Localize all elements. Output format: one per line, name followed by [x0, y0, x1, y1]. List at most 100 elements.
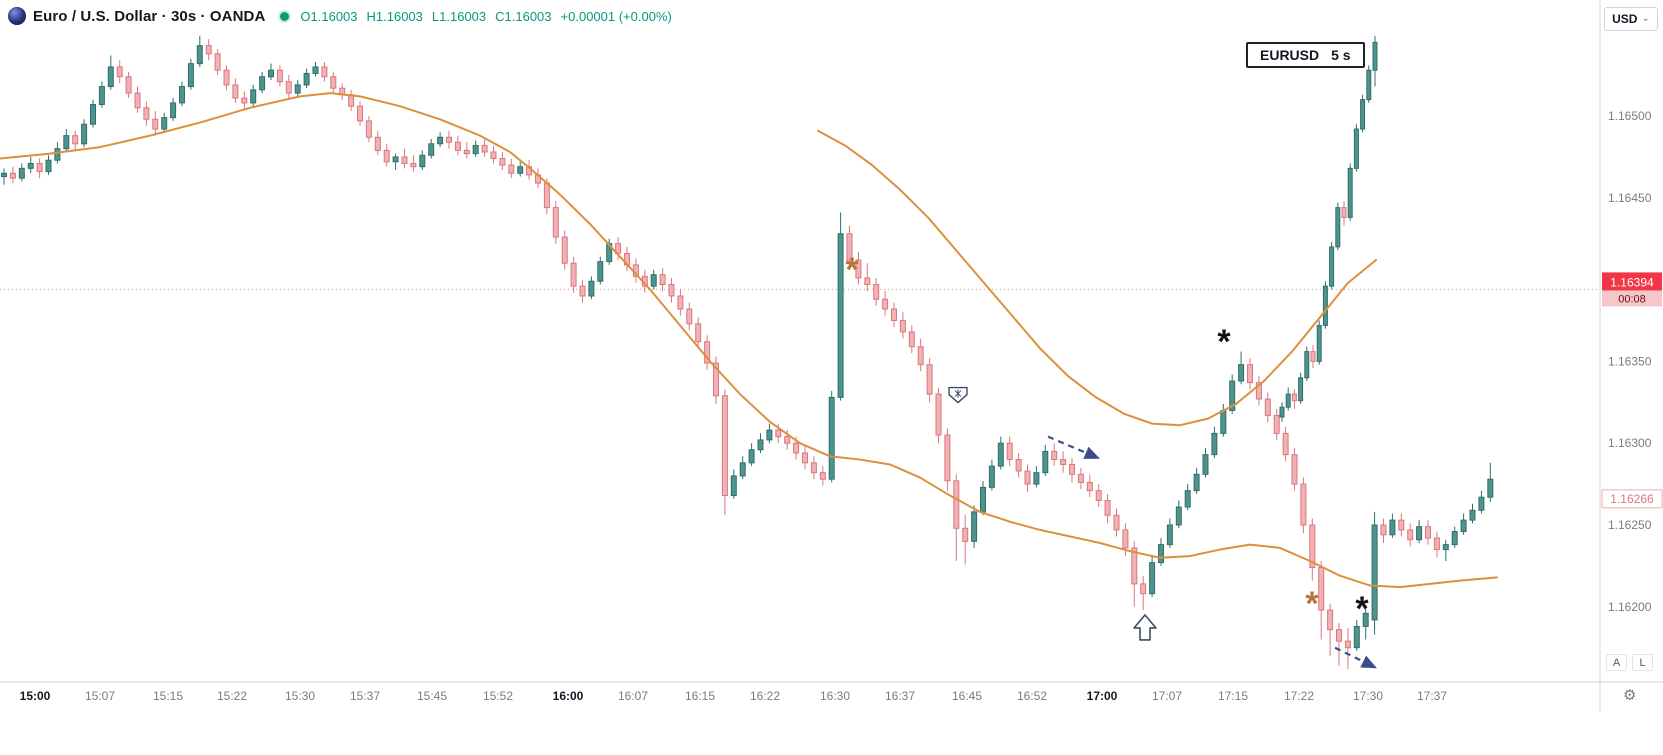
- candle-body: [1442, 544, 1449, 551]
- candle-body: [1298, 377, 1304, 402]
- time-axis-label[interactable]: 16:00: [553, 689, 584, 703]
- bar-countdown: 00:08: [1618, 293, 1646, 305]
- candle-body: [1335, 207, 1341, 248]
- log-scale-button[interactable]: L: [1632, 654, 1653, 671]
- candle-body: [63, 135, 70, 150]
- trend-dash: [1047, 435, 1101, 459]
- symbol-title[interactable]: Euro / U.S. Dollar · 30s · OANDA: [33, 7, 266, 25]
- candle-body: [303, 72, 310, 86]
- time-axis-label[interactable]: 15:07: [85, 689, 115, 703]
- sell-flag-glyph: [954, 389, 962, 398]
- candle-body: [828, 396, 835, 480]
- auto-scale-button[interactable]: A: [1606, 654, 1627, 671]
- candle-body: [953, 480, 960, 529]
- currency-dropdown[interactable]: USD ⌄: [1604, 7, 1658, 31]
- main-series: [1, 35, 1494, 669]
- chart-legend: Euro / U.S. Dollar · 30s · OANDA O1.1600…: [8, 7, 672, 25]
- time-axis-label[interactable]: 15:30: [285, 689, 315, 703]
- time-axis-label[interactable]: 15:15: [153, 689, 183, 703]
- candle-body: [27, 162, 34, 169]
- price-axis-label: 1.16200: [1608, 600, 1652, 614]
- time-axis-label[interactable]: 16:07: [618, 689, 648, 703]
- candle-body: [36, 162, 43, 173]
- ma-main-line: [0, 92, 1498, 589]
- time-axis-label[interactable]: 17:15: [1218, 689, 1248, 703]
- time-axis-label[interactable]: 16:22: [750, 689, 780, 703]
- candle-body: [784, 436, 791, 444]
- currency-label: USD: [1612, 12, 1638, 26]
- candle-body: [170, 102, 177, 119]
- candle-body: [855, 259, 862, 279]
- time-axis-label[interactable]: 17:30: [1353, 689, 1383, 703]
- candle-body: [1113, 514, 1120, 531]
- time-axis-label[interactable]: 17:22: [1284, 689, 1314, 703]
- candle-body: [1416, 526, 1423, 541]
- candle-body: [1309, 524, 1316, 569]
- axis-settings-gear-icon[interactable]: ⚙: [1623, 687, 1637, 704]
- secondary-price-value: 1.16266: [1610, 492, 1654, 506]
- candle-body: [695, 323, 702, 343]
- time-axis-label[interactable]: 15:00: [20, 689, 51, 703]
- candle-body: [1304, 351, 1310, 379]
- price-axis-label: 1.16450: [1608, 191, 1652, 205]
- candle-body: [187, 63, 194, 88]
- candle-body: [241, 97, 248, 104]
- price-axis-label: 1.16300: [1608, 436, 1652, 450]
- candle-body: [997, 442, 1004, 467]
- time-axis-label[interactable]: 16:30: [820, 689, 850, 703]
- time-axis-label[interactable]: 15:45: [417, 689, 447, 703]
- time-axis-label[interactable]: 15:52: [483, 689, 513, 703]
- candle-body: [98, 86, 105, 106]
- candle-body: [1366, 69, 1372, 101]
- candle-body: [1380, 524, 1387, 536]
- time-axis-label[interactable]: 16:52: [1017, 689, 1047, 703]
- candle-body: [232, 84, 239, 99]
- candle-body: [152, 118, 159, 130]
- candle-body: [45, 159, 52, 173]
- time-axis-label[interactable]: 17:07: [1152, 689, 1182, 703]
- candle-body: [1279, 406, 1285, 418]
- time-axis-label[interactable]: 16:37: [885, 689, 915, 703]
- candle-body: [971, 511, 978, 542]
- candle-body: [1310, 351, 1316, 362]
- market-status-icon[interactable]: [280, 11, 290, 21]
- time-axis-label[interactable]: 16:15: [685, 689, 715, 703]
- candle-body: [1273, 414, 1280, 434]
- candle-body: [321, 66, 328, 78]
- candle-body: [1006, 442, 1013, 461]
- time-axis-label[interactable]: 17:37: [1417, 689, 1447, 703]
- candle-body: [1024, 470, 1031, 485]
- candle-body: [650, 274, 657, 287]
- time-axis-label[interactable]: 17:00: [1087, 689, 1118, 703]
- candle-body: [330, 76, 337, 89]
- overlay-series-label[interactable]: EURUSD 5 s: [1246, 42, 1365, 68]
- time-axis-label[interactable]: 15:37: [350, 689, 380, 703]
- candle-body: [383, 149, 390, 163]
- candle-body: [713, 362, 719, 397]
- candle-body: [134, 92, 141, 109]
- candle-body: [908, 331, 915, 348]
- time-axis-label[interactable]: 16:45: [952, 689, 982, 703]
- candle-body: [1255, 382, 1262, 400]
- candle-body: [988, 465, 995, 488]
- candle-body: [294, 84, 301, 94]
- price-axis-label: 1.16350: [1608, 354, 1652, 368]
- candle-body: [917, 346, 924, 366]
- candle-body: [1095, 490, 1102, 501]
- candle-body: [437, 136, 444, 145]
- candle-body: [935, 393, 942, 436]
- candle-body: [125, 76, 132, 94]
- candle-body: [864, 277, 871, 286]
- candle-body: [1184, 490, 1191, 508]
- symbol-logo[interactable]: [8, 7, 26, 25]
- up-arrow-shape: [1133, 614, 1157, 641]
- candle-body: [1327, 609, 1334, 631]
- candle-body: [161, 117, 168, 130]
- candle-body: [926, 364, 933, 395]
- time-axis-label[interactable]: 15:22: [217, 689, 247, 703]
- candle-body: [677, 295, 684, 310]
- close-value: C1.16003: [495, 8, 552, 24]
- candle-body: [205, 45, 212, 55]
